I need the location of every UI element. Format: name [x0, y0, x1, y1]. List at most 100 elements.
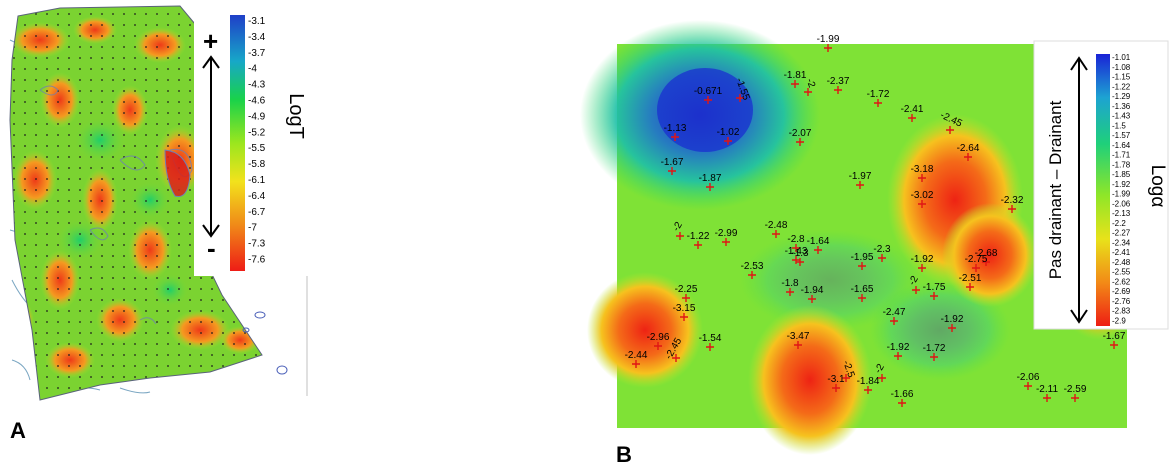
panel-a-tick-label: -5.2: [248, 127, 266, 138]
sample-point-label: -3.18: [911, 164, 934, 175]
sample-point: -1.99: [817, 34, 840, 52]
sample-point-label: -2.07: [789, 128, 812, 139]
sample-point-marker: [694, 241, 702, 249]
sample-point-marker: [706, 343, 714, 351]
panel-a-tick-label: -6.7: [248, 207, 266, 218]
sample-point-label: -2.53: [741, 261, 764, 272]
sample-point-label: -1.13: [664, 123, 687, 134]
panel-b-tick-label: -2.9: [1112, 316, 1126, 325]
sample-point: -3.02: [911, 190, 934, 208]
sample-point: -1.75: [923, 282, 946, 300]
panel-b-tick-label: -2.41: [1112, 248, 1131, 257]
sample-point-marker: [722, 238, 730, 246]
sample-point-label: -1.65: [851, 284, 874, 295]
panel-b-tick-label: -1.78: [1112, 160, 1131, 169]
sample-point: -2: [804, 77, 818, 96]
sample-point-label: -2.37: [827, 76, 850, 87]
sample-point-marker: [724, 137, 732, 145]
panel-a-colorbar-ticks: -3.1 -3.4 -3.7 -4 -4.3 -4.6 -4.9 -5.2 -5.5 -5.8 -6…: [248, 16, 266, 266]
sample-point-marker: [918, 174, 926, 182]
sample-point-marker: [796, 138, 804, 146]
panel-b-tick-label: -2.34: [1112, 238, 1131, 247]
sample-point-label: -1.67: [1103, 331, 1126, 342]
panel-a-plus-sign: +: [203, 26, 218, 56]
sample-point-marker: [964, 153, 972, 161]
sample-point: -1.92: [911, 254, 934, 272]
panel-a-tick-label: -7.3: [248, 239, 266, 250]
sample-point-marker: [874, 99, 882, 107]
sample-point-marker: [791, 80, 799, 88]
sample-point-label: -1.99: [817, 34, 840, 45]
sample-point-marker: [856, 181, 864, 189]
panel-a-tick-label: -3.1: [248, 16, 266, 27]
sample-point-marker: [894, 352, 902, 360]
sample-point-marker: [948, 324, 956, 332]
panel-b-tick-label: -1.01: [1112, 53, 1131, 62]
sample-point: -2.41: [901, 104, 924, 122]
sample-point-marker: [814, 246, 822, 254]
panel-b-tick-label: -1.36: [1112, 102, 1131, 111]
sample-point: -1.87: [699, 173, 722, 191]
sample-point-marker: [982, 258, 990, 266]
panel-b-colorbar: [1096, 54, 1110, 326]
sample-point-label: -2.3: [873, 244, 891, 255]
sample-point-marker: [792, 256, 800, 264]
panel-b-tick-label: -2.27: [1112, 229, 1131, 238]
sample-point-marker: [1024, 382, 1032, 390]
sample-point: -2.8: [787, 234, 805, 252]
sample-point-label: -1.92: [887, 342, 910, 353]
sample-point-marker: [1008, 205, 1016, 213]
sample-point-label: -2.64: [957, 143, 980, 154]
sample-point: -2.48: [765, 220, 788, 238]
sample-point: -1.95: [851, 252, 874, 270]
sample-point-label: -1.92: [941, 314, 964, 325]
sample-point-marker: [842, 374, 850, 382]
sample-point-label: -1.94: [801, 285, 824, 296]
panel-b-tick-label: -2.62: [1112, 277, 1131, 286]
sample-point-marker: [966, 283, 974, 291]
sample-point-label: -2.8: [787, 234, 805, 245]
sample-point-label: -1.97: [849, 171, 872, 182]
sample-point-label: -1.81: [784, 70, 807, 81]
sample-point-label: -2.47: [883, 307, 906, 318]
sample-point-marker: [1043, 394, 1051, 402]
sample-point-marker: [878, 374, 886, 382]
sample-point-label: -1.72: [867, 89, 890, 100]
panel-b-tick-label: -1.15: [1112, 73, 1131, 82]
panel-b-tick-label: -1.64: [1112, 141, 1131, 150]
sample-point-marker: [1071, 394, 1079, 402]
sample-point: -3.18: [911, 164, 934, 182]
sample-point: -2.11: [1036, 384, 1058, 402]
sample-point-label: -2.96: [647, 332, 670, 343]
panel-b-tick-label: -1.57: [1112, 131, 1131, 140]
sample-point-label: -2: [804, 77, 818, 90]
sample-point-label: -1.95: [851, 252, 874, 263]
sample-point: -0.671: [694, 86, 723, 104]
sample-point: -2.99: [715, 228, 738, 246]
sample-point-marker: [772, 230, 780, 238]
sample-point-label: -3.02: [911, 190, 934, 201]
sample-point: -2.32: [1001, 195, 1024, 213]
sample-point-marker: [736, 94, 744, 102]
sample-point-label: -1.92: [911, 254, 934, 265]
sample-point-marker: [918, 200, 926, 208]
sample-point: -1.81: [784, 70, 807, 88]
sample-point-label: -1.87: [699, 173, 722, 184]
sample-point-label: -1.8: [781, 278, 799, 289]
panel-b-scale-label: Pas drainant – Drainant: [1046, 100, 1065, 279]
sample-point: -2.96: [647, 332, 670, 350]
sample-point: -1.97: [849, 171, 872, 189]
sample-point-label: -1.02: [717, 127, 740, 138]
sample-point-marker: [748, 271, 756, 279]
sample-point-label: -0.671: [694, 86, 723, 97]
sample-point-label: -2.06: [1017, 372, 1040, 383]
sample-point-marker: [972, 264, 980, 272]
panel-a-minus-sign: -: [207, 233, 216, 263]
sample-point-marker: [858, 262, 866, 270]
sample-point-marker: [706, 183, 714, 191]
sample-point-label: -2.32: [1001, 195, 1024, 206]
sample-point: -3.15: [673, 303, 696, 321]
sample-point: -2.47: [883, 307, 906, 325]
sample-point: -2.59: [1064, 384, 1087, 402]
